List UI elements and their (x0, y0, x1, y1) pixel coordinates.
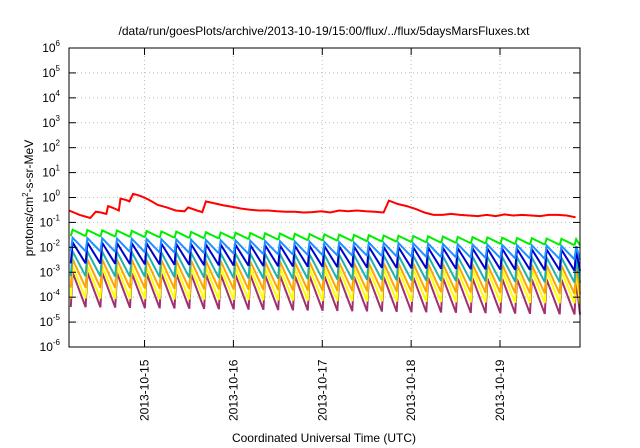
y-tick-label: 10-4 (40, 288, 61, 304)
series-line (69, 271, 581, 315)
y-tick-label: 100 (42, 189, 60, 205)
y-tick-label: 105 (42, 64, 60, 80)
y-tick-label: 102 (42, 139, 60, 155)
x-axis-label: Coordinated Universal Time (UTC) (232, 431, 416, 445)
y-tick-label: 104 (42, 89, 60, 105)
y-ticks: 10-6 10-5 10-4 10-3 10-2 10-1 100 101 102 103 104 1… (40, 39, 580, 354)
series-line (69, 235, 581, 261)
y-axis-label-base: protons/cm (22, 197, 36, 256)
y-tick-label: 101 (42, 164, 60, 180)
series-line (69, 228, 581, 247)
y-tick-label: 10-3 (40, 263, 61, 279)
x-tick-label: 2013-10-18 (404, 359, 418, 421)
y-tick-label: 106 (42, 39, 60, 55)
x-tick-label: 2013-10-15 (138, 359, 152, 421)
y-axis-label-rest: -s-sr-MeV (22, 140, 36, 193)
y-tick-label: 10-5 (40, 313, 61, 329)
y-tick-label: 10-1 (40, 213, 61, 229)
y-axis-label-exp: 2 (21, 192, 30, 197)
y-tick-label: 10-6 (40, 338, 61, 354)
y-tick-label: 10-2 (40, 238, 61, 254)
series-line (68, 192, 576, 220)
series-group (68, 192, 581, 315)
x-tick-label: 2013-10-19 (493, 359, 507, 421)
y-tick-label: 103 (42, 114, 60, 130)
x-tick-label: 2013-10-16 (226, 359, 240, 421)
x-tick-label: 2013-10-17 (315, 359, 329, 421)
x-ticks: 2013-10-15 2013-10-16 2013-10-17 2013-10-18… (138, 48, 507, 421)
chart-title: /data/run/goesPlots/archive/2013-10-19/1… (119, 24, 531, 38)
y-axis-label: protons/cm2-s-sr-MeV (21, 140, 36, 256)
